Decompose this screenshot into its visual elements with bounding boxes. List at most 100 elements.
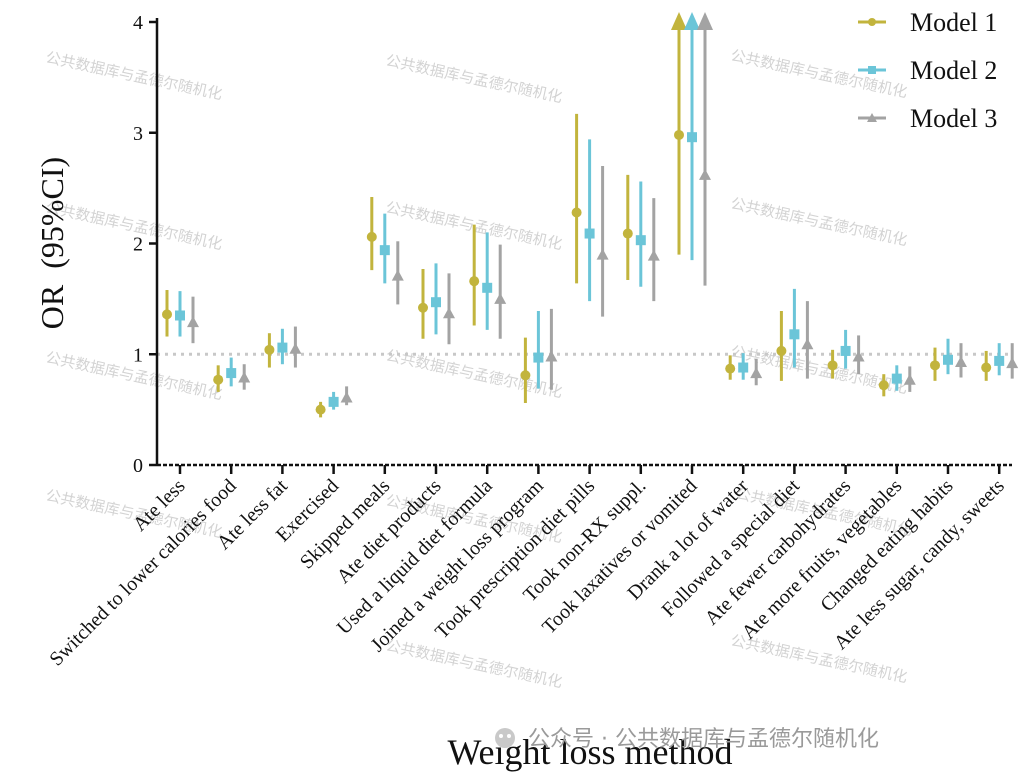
or-marker: [687, 132, 697, 143]
error-bar-point: [622, 174, 633, 281]
legend-label: Model 1: [910, 8, 997, 37]
watermark-text: 公共数据库与孟德尔随机化: [44, 48, 224, 103]
error-bar-point: [238, 364, 251, 390]
or-marker: [366, 231, 377, 242]
error-bar-point: [994, 343, 1005, 376]
or-marker: [431, 297, 441, 308]
error-bar-point: [584, 139, 595, 302]
error-bar-point: [226, 357, 237, 387]
error-bar-point: [482, 232, 493, 330]
or-marker: [277, 342, 288, 353]
or-marker: [801, 338, 814, 350]
error-bar-point: [943, 338, 953, 375]
or-marker: [622, 228, 633, 239]
legend-marker: [868, 66, 876, 74]
error-bar-point: [340, 386, 353, 406]
error-bar-point: [469, 224, 480, 326]
error-bar-point: [725, 355, 736, 380]
or-marker: [226, 368, 237, 379]
or-marker: [827, 360, 838, 371]
ci-arrow: [671, 12, 687, 30]
error-bar-point: [840, 329, 851, 369]
error-bar-point: [533, 311, 544, 389]
y-tick-label: 0: [133, 455, 143, 477]
error-bar-point: [289, 326, 302, 368]
error-bar-point: [684, 12, 700, 261]
error-bar-point: [801, 301, 814, 379]
error-bar-point: [635, 181, 646, 287]
error-bar-point: [162, 290, 172, 337]
or-marker: [162, 309, 172, 320]
or-marker: [175, 310, 185, 321]
y-axis-title: OR (95%CI): [34, 157, 70, 329]
error-bar-point: [571, 113, 582, 284]
error-bar-point: [891, 365, 902, 391]
error-bar-point: [187, 296, 199, 344]
error-bar-point: [520, 337, 531, 403]
error-bar-point: [1006, 343, 1019, 379]
legend: Model 1 Model 2 Model 3: [858, 8, 997, 133]
legend-marker: [867, 113, 877, 122]
or-marker: [674, 129, 684, 140]
or-marker: [903, 373, 916, 385]
footer-text: 公众号 · 公共数据库与孟德尔随机化: [528, 727, 879, 752]
error-bar-point: [738, 353, 749, 380]
or-marker: [878, 380, 889, 391]
or-marker: [328, 396, 339, 407]
ci-arrow: [697, 12, 713, 30]
error-bar-point: [545, 308, 558, 390]
error-bar-point: [955, 343, 967, 378]
watermark-text: 公共数据库与孟德尔随机化: [729, 46, 909, 101]
or-marker: [725, 363, 736, 374]
or-marker: [545, 350, 558, 362]
or-marker: [238, 371, 251, 383]
or-marker: [699, 168, 711, 180]
wechat-icon-eye: [507, 734, 511, 738]
or-marker: [776, 345, 787, 356]
or-marker: [494, 292, 507, 304]
or-marker: [469, 276, 480, 287]
error-bar-point: [789, 288, 800, 368]
footer-watermark: 公众号 · 公共数据库与孟德尔随机化: [495, 727, 879, 752]
error-bar-point: [379, 213, 390, 284]
or-marker: [289, 342, 302, 354]
error-bar-point: [852, 335, 865, 375]
or-marker: [315, 404, 326, 415]
legend-item: Model 2: [858, 56, 997, 85]
error-bar-point: [277, 328, 288, 365]
or-marker: [891, 373, 902, 384]
error-bar-point: [671, 12, 687, 255]
x-axis-title: Weight loss method: [447, 732, 732, 772]
y-tick-label: 4: [133, 12, 143, 34]
wechat-icon: [495, 728, 515, 748]
error-bar-point: [431, 263, 441, 335]
or-marker: [994, 355, 1005, 366]
error-bar-point: [418, 268, 428, 339]
or-marker: [571, 207, 582, 218]
or-marker: [943, 354, 953, 365]
or-marker: [955, 356, 967, 368]
or-marker: [264, 344, 275, 355]
or-marker: [647, 249, 660, 261]
error-bar-point: [697, 12, 713, 286]
axes: 0 1 2 3 4: [133, 12, 1012, 477]
error-bar-point: [981, 350, 992, 381]
or-marker: [1006, 357, 1019, 369]
error-bar-point: [827, 349, 838, 379]
error-bar-point: [494, 244, 507, 339]
watermark-text: 公共数据库与孟德尔随机化: [384, 51, 564, 106]
error-bar-point: [596, 165, 609, 317]
or-marker: [391, 269, 404, 281]
or-marker: [852, 350, 865, 362]
or-marker: [443, 307, 455, 319]
error-bar-point: [391, 241, 404, 305]
or-marker: [596, 248, 609, 260]
error-bar-point: [443, 273, 455, 345]
or-marker: [418, 302, 428, 313]
error-bar-point: [315, 401, 326, 418]
legend-marker: [868, 18, 876, 26]
watermark-text: 公共数据库与孟德尔随机化: [729, 194, 909, 249]
or-marker: [930, 360, 940, 371]
or-marker: [213, 374, 224, 385]
